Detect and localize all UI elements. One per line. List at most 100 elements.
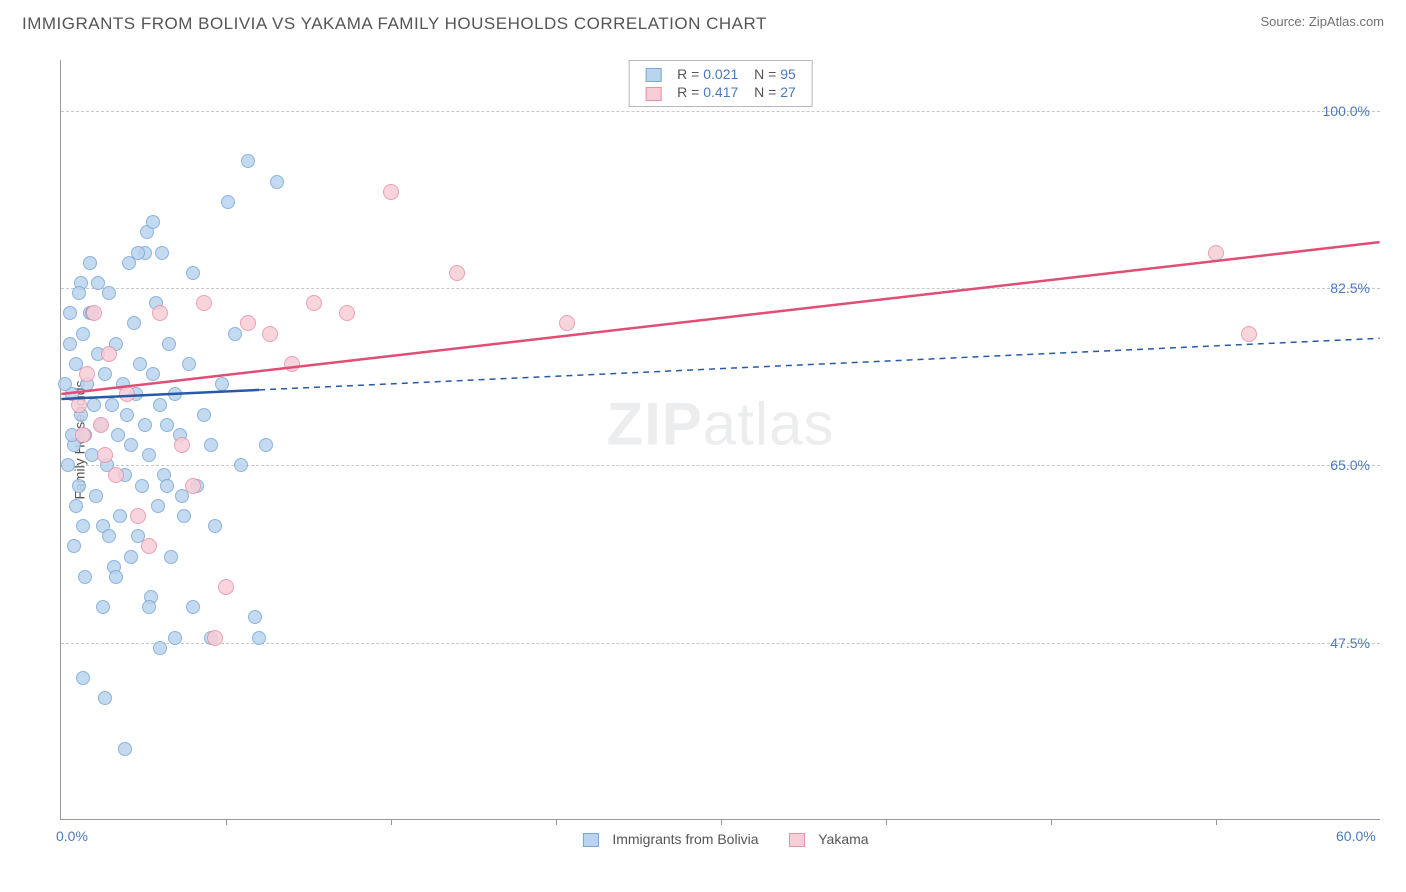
data-point <box>124 438 138 452</box>
data-point <box>79 366 95 382</box>
data-point <box>259 438 273 452</box>
trend-lines <box>61 60 1380 819</box>
data-point <box>449 265 465 281</box>
data-point <box>182 357 196 371</box>
x-tick <box>1216 819 1217 825</box>
data-point <box>71 397 87 413</box>
y-tick-label: 65.0% <box>1330 457 1370 473</box>
data-point <box>63 337 77 351</box>
data-point <box>67 539 81 553</box>
chart-container: Family Households ZIPatlas 47.5%65.0%82.… <box>50 60 1380 820</box>
data-point <box>69 499 83 513</box>
data-point <box>102 529 116 543</box>
gridline <box>61 111 1380 112</box>
x-tick <box>556 819 557 825</box>
y-tick-label: 47.5% <box>1330 635 1370 651</box>
x-tick <box>226 819 227 825</box>
data-point <box>96 600 110 614</box>
data-point <box>113 509 127 523</box>
data-point <box>76 671 90 685</box>
data-point <box>339 305 355 321</box>
data-point <box>252 631 266 645</box>
data-point <box>155 246 169 260</box>
data-point <box>164 550 178 564</box>
data-point <box>162 337 176 351</box>
data-point <box>146 367 160 381</box>
data-point <box>168 631 182 645</box>
data-point <box>98 691 112 705</box>
y-tick-label: 100.0% <box>1323 103 1370 119</box>
data-point <box>160 418 174 432</box>
x-tick-label: 0.0% <box>56 828 88 844</box>
plot-area: ZIPatlas 47.5%65.0%82.5%100.0%0.0%60.0% … <box>60 60 1380 820</box>
gridline <box>61 465 1380 466</box>
data-point <box>168 387 182 401</box>
data-point <box>124 550 138 564</box>
data-point <box>196 295 212 311</box>
source-label: Source: ZipAtlas.com <box>1260 14 1384 29</box>
data-point <box>58 377 72 391</box>
data-point <box>218 579 234 595</box>
data-point <box>142 448 156 462</box>
data-point <box>131 246 145 260</box>
data-point <box>76 519 90 533</box>
data-point <box>61 458 75 472</box>
data-point <box>177 509 191 523</box>
data-point <box>76 327 90 341</box>
x-tick <box>1051 819 1052 825</box>
data-point <box>86 305 102 321</box>
data-point <box>215 377 229 391</box>
x-tick <box>886 819 887 825</box>
data-point <box>153 398 167 412</box>
data-point <box>118 742 132 756</box>
data-point <box>138 418 152 432</box>
data-point <box>186 266 200 280</box>
data-point <box>153 641 167 655</box>
data-point <box>87 398 101 412</box>
gridline <box>61 288 1380 289</box>
data-point <box>63 306 77 320</box>
chart-title: IMMIGRANTS FROM BOLIVIA VS YAKAMA FAMILY… <box>22 14 767 34</box>
legend-series: Immigrants from Bolivia Yakama <box>562 831 878 847</box>
data-point <box>133 357 147 371</box>
data-point <box>241 154 255 168</box>
data-point <box>146 215 160 229</box>
data-point <box>284 356 300 372</box>
data-point <box>1208 245 1224 261</box>
data-point <box>93 417 109 433</box>
data-point <box>306 295 322 311</box>
data-point <box>228 327 242 341</box>
data-point <box>174 437 190 453</box>
data-point <box>120 408 134 422</box>
data-point <box>207 630 223 646</box>
data-point <box>151 499 165 513</box>
data-point <box>89 489 103 503</box>
data-point <box>186 600 200 614</box>
data-point <box>141 538 157 554</box>
data-point <box>75 427 91 443</box>
data-point <box>108 467 124 483</box>
data-point <box>152 305 168 321</box>
x-tick <box>391 819 392 825</box>
data-point <box>130 508 146 524</box>
data-point <box>142 600 156 614</box>
data-point <box>240 315 256 331</box>
data-point <box>119 386 135 402</box>
y-tick-label: 82.5% <box>1330 280 1370 296</box>
data-point <box>97 447 113 463</box>
data-point <box>262 326 278 342</box>
data-point <box>234 458 248 472</box>
data-point <box>98 367 112 381</box>
data-point <box>78 570 92 584</box>
data-point <box>221 195 235 209</box>
data-point <box>270 175 284 189</box>
data-point <box>105 398 119 412</box>
data-point <box>197 408 211 422</box>
data-point <box>127 316 141 330</box>
data-point <box>102 286 116 300</box>
data-point <box>135 479 149 493</box>
watermark: ZIPatlas <box>606 390 834 459</box>
data-point <box>83 256 97 270</box>
x-tick <box>721 819 722 825</box>
x-tick-label: 60.0% <box>1336 828 1376 844</box>
